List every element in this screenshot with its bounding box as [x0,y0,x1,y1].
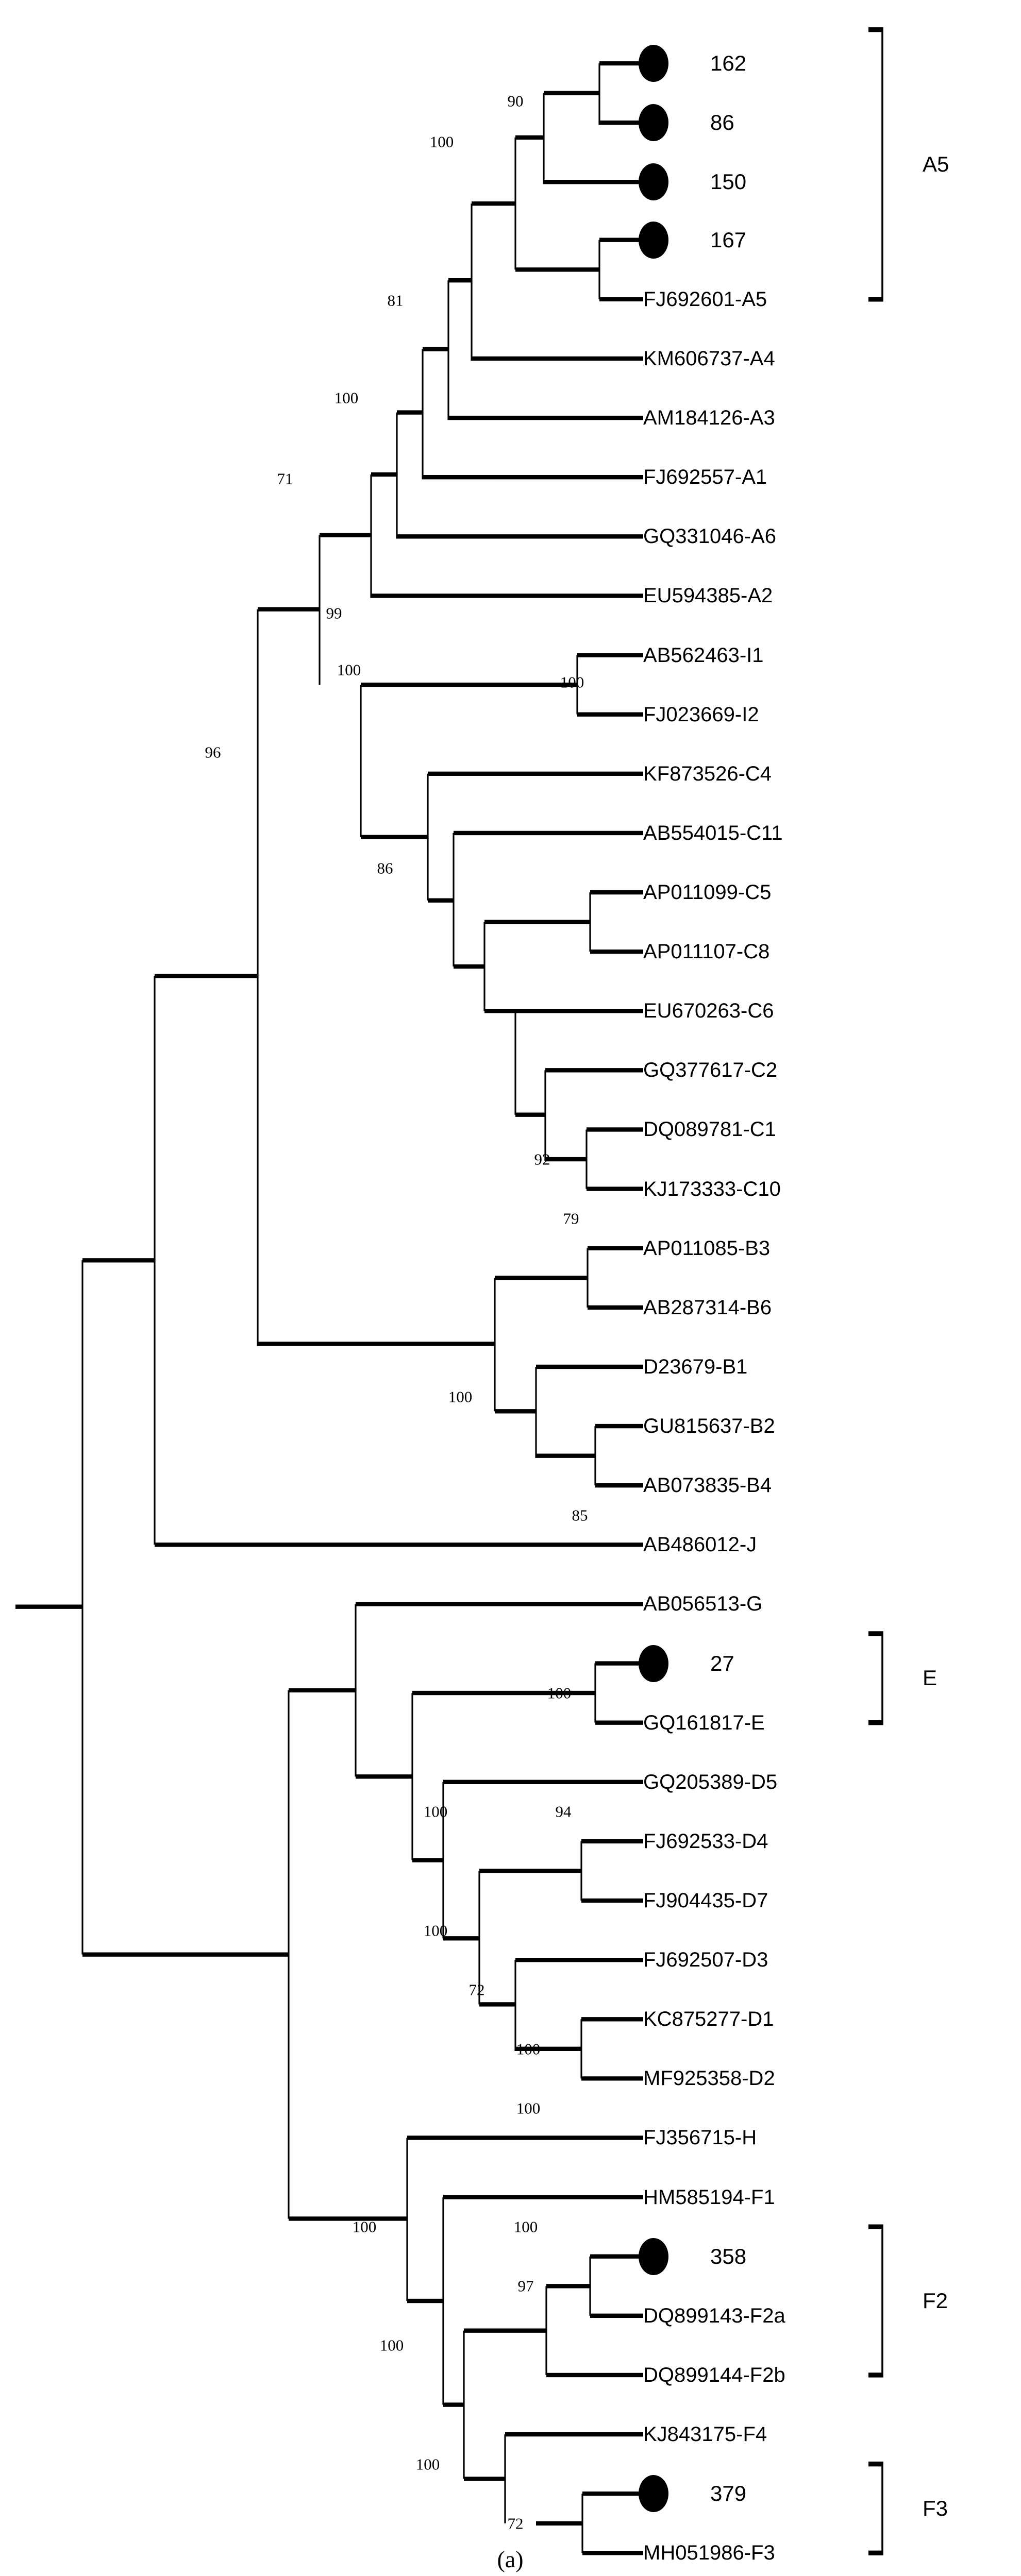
sample-leaf-label: 150 [710,170,747,194]
study-isolate-marker-icon [639,104,668,142]
reference-leaf-label: FJ356715-H [643,2126,757,2149]
sample-leaf-label: 86 [710,110,734,135]
sample-leaf-label: 162 [710,50,747,75]
clade-bracket-e [868,1631,883,1725]
reference-leaf-label: KC875277-D1 [643,2008,774,2031]
bootstrap-value: 81 [387,291,404,310]
clade-label: A5 [923,152,949,177]
bootstrap-value: 100 [448,1387,473,1405]
clade-bracket-a5 [868,27,883,302]
bootstrap-value: 100 [513,2217,538,2236]
reference-leaf-label: FJ692533-D4 [643,1829,768,1853]
reference-leaf-label: AP011099-C5 [643,881,772,904]
bootstrap-value: 72 [468,1980,485,1999]
sample-leaf-label: 358 [710,2244,747,2268]
reference-leaf-label: DQ899144-F2b [643,2363,785,2386]
bootstrap-value: 94 [555,1802,572,1821]
reference-leaf-label: AB287314-B6 [643,1296,772,1319]
reference-leaf-label: GU815637-B2 [643,1415,775,1438]
clade-label: F2 [923,2289,948,2313]
reference-leaf-label: D23679-B1 [643,1355,748,1378]
study-isolate-marker-icon [639,2475,668,2513]
reference-leaf-label: AP011107-C8 [643,940,770,963]
reference-leaf-label: GQ377617-C2 [643,1059,778,1082]
bootstrap-value: 100 [537,2574,561,2576]
reference-leaf-label: AB056513-G [643,1592,763,1616]
sample-leaf-label: 167 [710,227,747,252]
reference-leaf-label: KJ843175-F4 [643,2423,767,2446]
reference-leaf-label: GQ205389-D5 [643,1770,778,1793]
reference-leaf-label: FJ023669-I2 [643,703,759,726]
bootstrap-value: 100 [429,132,454,151]
bootstrap-value: 100 [516,2040,541,2058]
bootstrap-value: 85 [572,1506,588,1524]
sample-leaf-label: 27 [710,1651,734,1675]
bootstrap-value: 99 [326,604,342,622]
study-isolate-marker-icon [639,44,668,82]
reference-leaf-label: FJ692507-D3 [643,1948,768,1972]
reference-leaf-label: FJ692601-A5 [643,287,767,311]
bootstrap-value: 90 [507,92,524,110]
sample-leaf-label: 379 [710,2481,747,2506]
reference-leaf-label: AB554015-C11 [643,821,783,844]
bootstrap-value: 100 [516,2099,541,2117]
bootstrap-value: 100 [334,388,359,407]
bootstrap-value: 79 [563,1209,579,1228]
clade-brackets [868,27,883,2556]
bootstrap-value: 100 [423,1921,448,1940]
reference-leaf-label: EU594385-A2 [643,584,773,607]
reference-leaf-label: FJ692557-A1 [643,466,767,489]
clade-label: F3 [923,2496,948,2520]
reference-leaf-label: AB562463-I1 [643,643,764,667]
bootstrap-value: 96 [205,743,221,761]
bootstrap-value: 92 [534,1150,550,1168]
bootstrap-value: 100 [337,660,361,679]
panel-caption: (a) [497,2546,524,2572]
bootstrap-value: 100 [423,1802,448,1821]
study-isolate-marker-icon [639,2238,668,2275]
bootstrap-value: 100 [547,1684,572,1702]
reference-leaf-label: FJ904435-D7 [643,1889,768,1912]
study-isolate-marker-icon [639,163,668,201]
bootstrap-value: 100 [415,2455,440,2473]
clade-label: E [923,1666,938,1690]
reference-leaf-label: DQ899143-F2a [643,2304,785,2327]
bootstrap-value: 72 [507,2514,524,2533]
reference-leaf-label: EU670263-C6 [643,999,774,1023]
bootstrap-value: 97 [517,2277,534,2295]
reference-leaf-label: HM585194-F1 [643,2185,775,2209]
reference-leaf-label: AB073835-B4 [643,1474,772,1497]
study-isolate-marker-icon [639,221,668,259]
bootstrap-value: 100 [560,673,584,691]
reference-leaf-label: KM606737-A4 [643,347,775,370]
tree-branches [15,61,643,2555]
study-isolate-marker-icon [639,1645,668,1682]
bootstrap-value: 100 [352,2217,377,2236]
reference-leaf-label: AM184126-A3 [643,406,775,430]
reference-leaf-label: AP011085-B3 [643,1236,771,1260]
reference-leaf-label: KF873526-C4 [643,762,772,785]
reference-leaf-label: MH051986-F3 [643,2541,775,2565]
clade-bracket-f3 [868,2461,883,2556]
clade-bracket-f2 [868,2224,883,2378]
reference-leaf-label: GQ161817-E [643,1711,765,1734]
reference-leaf-label: KJ173333-C10 [643,1177,781,1200]
bootstrap-value: 71 [277,469,293,488]
reference-leaf-label: DQ089781-C1 [643,1118,776,1141]
reference-leaf-label: GQ331046-A6 [643,525,776,548]
bootstrap-value: 100 [379,2336,404,2354]
reference-leaf-label: MF925358-D2 [643,2067,775,2090]
bootstrap-value: 86 [377,859,393,877]
reference-leaf-label: AB486012-J [643,1533,757,1556]
